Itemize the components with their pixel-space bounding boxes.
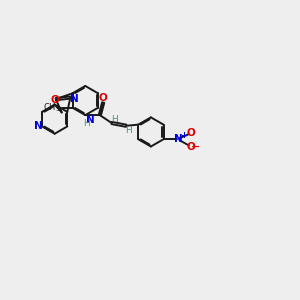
- Text: N: N: [70, 94, 78, 104]
- Text: N: N: [34, 122, 43, 131]
- Text: H: H: [84, 119, 90, 128]
- Text: CH$_3$: CH$_3$: [43, 102, 61, 114]
- Text: O: O: [99, 93, 108, 103]
- Text: N: N: [174, 134, 183, 144]
- Text: H: H: [125, 126, 132, 135]
- Text: O: O: [50, 95, 59, 105]
- Text: +: +: [180, 131, 187, 140]
- Text: −: −: [191, 142, 200, 152]
- Text: H: H: [112, 115, 118, 124]
- Text: O: O: [187, 128, 195, 138]
- Text: N: N: [86, 115, 95, 125]
- Text: O: O: [187, 142, 195, 152]
